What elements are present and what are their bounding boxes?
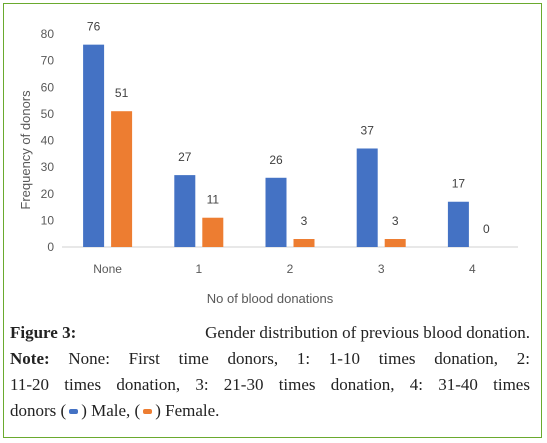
data-label-female-3: 3 [392,214,399,228]
caption-word: donation, [330,375,395,394]
female-legend-label: ) Female. [155,401,220,420]
caption-line-2: Note: None: First time donors, 1: 1-10 times do… [10,346,530,372]
caption-word: 2: [516,349,530,368]
figure-caption: Figure 3: Gender distribution of previou… [10,320,530,424]
caption-donors-text: donors ( [10,401,67,420]
female-swatch-icon [143,408,153,414]
x-tick-label: 4 [469,262,476,276]
y-tick-label: 80 [41,27,55,41]
y-tick-label: 30 [41,160,55,174]
caption-word: 3: [195,375,209,394]
data-label-male-0: 76 [87,20,101,34]
data-label-male-2: 26 [269,153,283,167]
caption-word: 11-20 [10,375,50,394]
bar-male-4 [447,201,469,247]
caption-word: First [128,349,160,368]
male-swatch-icon [69,408,79,414]
caption-word: donation, [434,349,499,368]
caption-word: times [378,349,416,368]
bar-female-3 [384,239,406,247]
x-axis-label: No of blood donations [207,291,334,306]
figure-label: Figure 3: [10,323,77,342]
bar-male-3 [356,148,378,247]
caption-word: 1-10 [328,349,360,368]
bar-female-2 [293,239,315,247]
caption-word: 31-40 [438,375,478,394]
caption-word: donation, [116,375,181,394]
caption-line-1: Figure 3: Gender distribution of previou… [10,320,530,346]
data-label-female-2: 3 [301,214,308,228]
caption-line-4: donors ( ) Male, ( ) Female. [10,398,530,424]
y-tick-label: 0 [47,240,54,254]
x-axis: None 1 2 3 4 [93,262,476,276]
y-axis-label: Frequency of donors [18,90,33,210]
y-tick-label: 20 [41,187,55,201]
caption-word: None: [68,349,110,368]
data-label-female-4: 0 [483,222,490,236]
y-tick-label: 50 [41,107,55,121]
data-label-female-0: 51 [115,86,129,100]
y-tick-label: 40 [41,134,55,148]
bar-male-1 [174,175,196,247]
male-legend-label: ) Male, ( [81,401,141,420]
note-label: Note: [10,349,50,368]
y-tick-label: 60 [41,80,55,94]
figure-text: Gender distribution of previous blood do… [205,323,530,342]
caption-word: donors, [227,349,279,368]
x-tick-label: None [93,262,122,276]
bar-series: 76 51 27 11 26 3 37 3 17 0 [83,20,490,248]
bar-female-0 [111,111,133,248]
y-tick-label: 70 [41,54,55,68]
data-label-male-1: 27 [178,150,192,164]
caption-word: 4: [409,375,423,394]
bar-female-1 [202,217,224,247]
y-tick-label: 10 [41,213,55,227]
caption-word: times [493,375,530,394]
bar-male-2 [265,177,287,247]
caption-word: times [64,375,102,394]
data-label-male-4: 17 [452,177,466,191]
x-tick-label: 2 [287,262,294,276]
caption-line-3: 11-20 times donation, 3: 21-30 times donation,… [10,372,530,398]
caption-word: times [278,375,316,394]
data-label-female-1: 11 [207,193,220,207]
y-axis: 0 10 20 30 40 50 60 70 80 [41,27,55,254]
caption-word: 21-30 [223,375,264,394]
caption-word: 1: [296,349,311,368]
bar-male-0 [83,44,105,248]
data-label-male-3: 37 [361,123,375,137]
bar-chart: 0 10 20 30 40 50 60 70 80 76 51 27 11 26 3 37 3 17 0 None… [18,20,518,306]
x-tick-label: 3 [378,262,385,276]
caption-word: time [178,349,209,368]
x-tick-label: 1 [195,262,202,276]
